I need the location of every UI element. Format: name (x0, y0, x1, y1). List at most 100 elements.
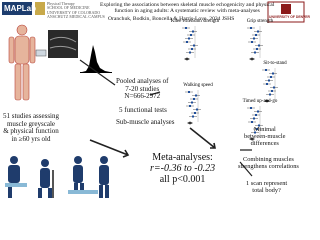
forest-point (192, 30, 194, 33)
forest-point (256, 128, 258, 130)
forest-point (255, 114, 257, 116)
forest-diamond (264, 99, 270, 103)
text-line: differences (250, 140, 279, 148)
forest-point (258, 124, 260, 127)
forest-point (269, 93, 271, 96)
sub-muscle-text: Sub-muscle analyses (116, 118, 175, 126)
forest-point (254, 131, 256, 134)
finding: Minimal between-muscle differences (244, 126, 286, 147)
meta-range: r=-0.36 to -0.23 (150, 163, 216, 174)
arrow (149, 91, 161, 96)
text-line: in ≥60 yrs old (11, 135, 51, 144)
meta-block: Meta-analyses: r=-0.36 to -0.23 all p<0.… (150, 152, 215, 185)
forest-point (193, 44, 195, 47)
forest-point (273, 86, 275, 89)
forest-point (191, 48, 193, 50)
text-line: Physical Therapy (47, 1, 75, 6)
arrow (239, 149, 253, 177)
ultrasound-texture (49, 36, 77, 51)
forest-plots: Knee extension strength Grip strength Sit-… (171, 19, 287, 141)
text-line: Combining muscles (242, 156, 294, 163)
forest-point (192, 115, 194, 118)
arrow (79, 59, 116, 86)
forest-point (254, 51, 256, 54)
forest-title: Sit-to-stand (263, 61, 287, 66)
title: Exploring the associations between skele… (100, 2, 274, 14)
text-line: 1 scan represent (246, 180, 288, 187)
arrow (89, 139, 130, 158)
forest-point (186, 41, 188, 43)
meta-p: all p<0.001 (159, 174, 206, 185)
forest-point (272, 72, 274, 75)
text-line: 7-20 studies (125, 84, 160, 93)
ultrasound-probe (35, 49, 47, 57)
text-line: N=666-2972 (124, 92, 161, 101)
forest-title: Grip strength (247, 19, 274, 24)
text-line: SCHOOL OF MEDICINE (47, 5, 90, 11)
text-line: 51 studies assessing (3, 112, 59, 120)
text-line: between-muscle (244, 133, 286, 141)
text-line: ANSCHUTZ MEDICAL CAMPUS (47, 14, 105, 20)
forest-point (266, 83, 268, 85)
forest-diamond (249, 137, 255, 141)
forest-point (193, 98, 195, 100)
forest-diamond (184, 57, 190, 61)
text-line: UNIVERSITY OF COLORADO (47, 9, 101, 15)
graphical-abstract: Knee extension strength Grip strength Sit-… (0, 0, 310, 200)
forest-point (195, 94, 197, 97)
forest-point (188, 37, 190, 40)
forest-point (190, 34, 192, 36)
forest-point (191, 101, 193, 104)
forest-point (185, 27, 187, 29)
forest-title: Timed up-and-go (243, 99, 278, 104)
forest-title: Knee extension strength (171, 19, 220, 24)
artwork: Knee extension strength Grip strength Sit-… (2, 1, 305, 198)
text-line: muscle greyscale (6, 119, 55, 128)
forest-diamond (249, 57, 255, 61)
forest-point (268, 79, 270, 82)
authors: Oranchuk, Bodkin, Boncella & Harris-Love… (108, 16, 235, 22)
people-icons (5, 156, 109, 198)
pooled-text: Pooled analyses of 7-20 studies N=666-2972 (116, 77, 169, 101)
arrow (189, 127, 216, 149)
body-figure (8, 24, 36, 101)
meta-heading: Meta-analyses: (152, 152, 213, 163)
forest-point (196, 108, 198, 111)
forest-point (257, 30, 259, 33)
school-block: Physical Therapy SCHOOL OF MEDICINE UNIVER… (47, 1, 105, 20)
forest-point (251, 41, 253, 43)
forest-point (250, 107, 252, 109)
studies-text: 51 studies assessing muscle greyscale & ph… (3, 112, 59, 144)
finding: 1 scan represent total body? (246, 180, 287, 194)
forest-point (253, 117, 255, 120)
forest-title: Walking speed (183, 83, 213, 88)
text-line: total body? (252, 187, 281, 195)
text-line: strengthens correlations (238, 163, 299, 171)
forest-point (257, 110, 259, 113)
text-line: & physical function (3, 127, 59, 136)
forest-point (250, 27, 252, 29)
forest-point (258, 44, 260, 47)
tests-text: 5 functional tests (119, 106, 167, 114)
text-line: function in aging adults: A systematic r… (114, 8, 260, 15)
cu-logo (35, 2, 45, 15)
histogram (80, 45, 112, 73)
text-line: Exploring the associations between skele… (100, 2, 275, 8)
forest-point (189, 51, 191, 54)
finding: Combining muscles strengthens correlation… (238, 156, 299, 170)
forest-point (194, 112, 196, 114)
forest-point (253, 37, 255, 40)
text-line: Minimal (253, 126, 276, 133)
ultrasound-image (48, 30, 78, 58)
logo-left: MAPLab (4, 4, 36, 13)
forest-point (189, 105, 191, 107)
forest-point (188, 91, 190, 93)
logo-right: UNIVERSITY OF DENVER (269, 15, 311, 19)
forest-point (265, 69, 267, 71)
forest-point (255, 34, 257, 36)
forest-point (256, 48, 258, 50)
text-line: Pooled analyses of (116, 77, 169, 85)
du-emblem (281, 4, 291, 14)
forest-diamond (187, 121, 193, 125)
forest-point (270, 76, 272, 78)
